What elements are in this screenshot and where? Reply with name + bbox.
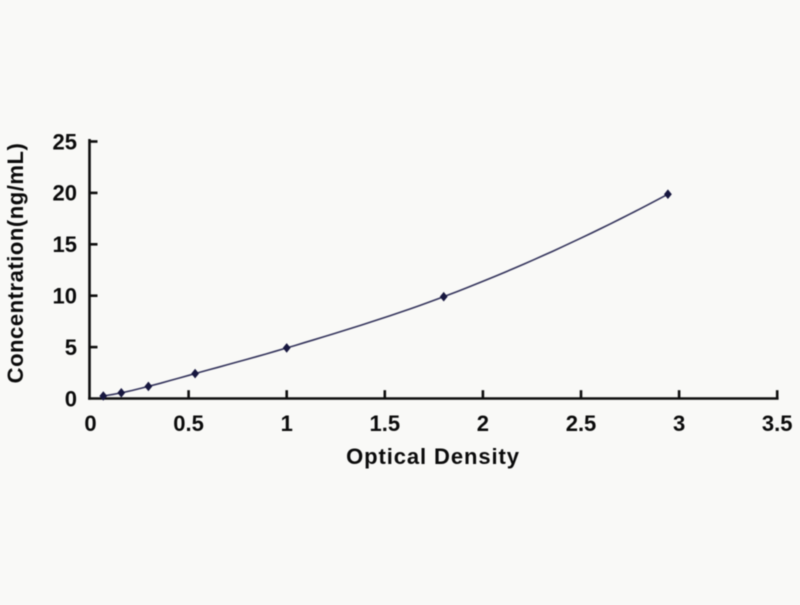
svg-text:1.5: 1.5 bbox=[370, 411, 401, 436]
svg-text:20: 20 bbox=[53, 181, 77, 206]
svg-text:2: 2 bbox=[477, 411, 489, 436]
svg-text:0: 0 bbox=[65, 386, 77, 411]
svg-text:3.5: 3.5 bbox=[762, 411, 793, 436]
svg-text:25: 25 bbox=[53, 129, 77, 154]
svg-text:0: 0 bbox=[84, 411, 96, 436]
svg-text:10: 10 bbox=[53, 284, 77, 309]
svg-text:0.5: 0.5 bbox=[173, 411, 204, 436]
svg-text:3: 3 bbox=[673, 411, 685, 436]
svg-text:5: 5 bbox=[65, 335, 77, 360]
svg-text:Optical Density: Optical Density bbox=[346, 444, 520, 469]
svg-text:15: 15 bbox=[53, 232, 77, 257]
svg-text:Concentration(ng/mL): Concentration(ng/mL) bbox=[3, 143, 28, 384]
svg-text:1: 1 bbox=[281, 411, 293, 436]
svg-text:2.5: 2.5 bbox=[566, 411, 597, 436]
